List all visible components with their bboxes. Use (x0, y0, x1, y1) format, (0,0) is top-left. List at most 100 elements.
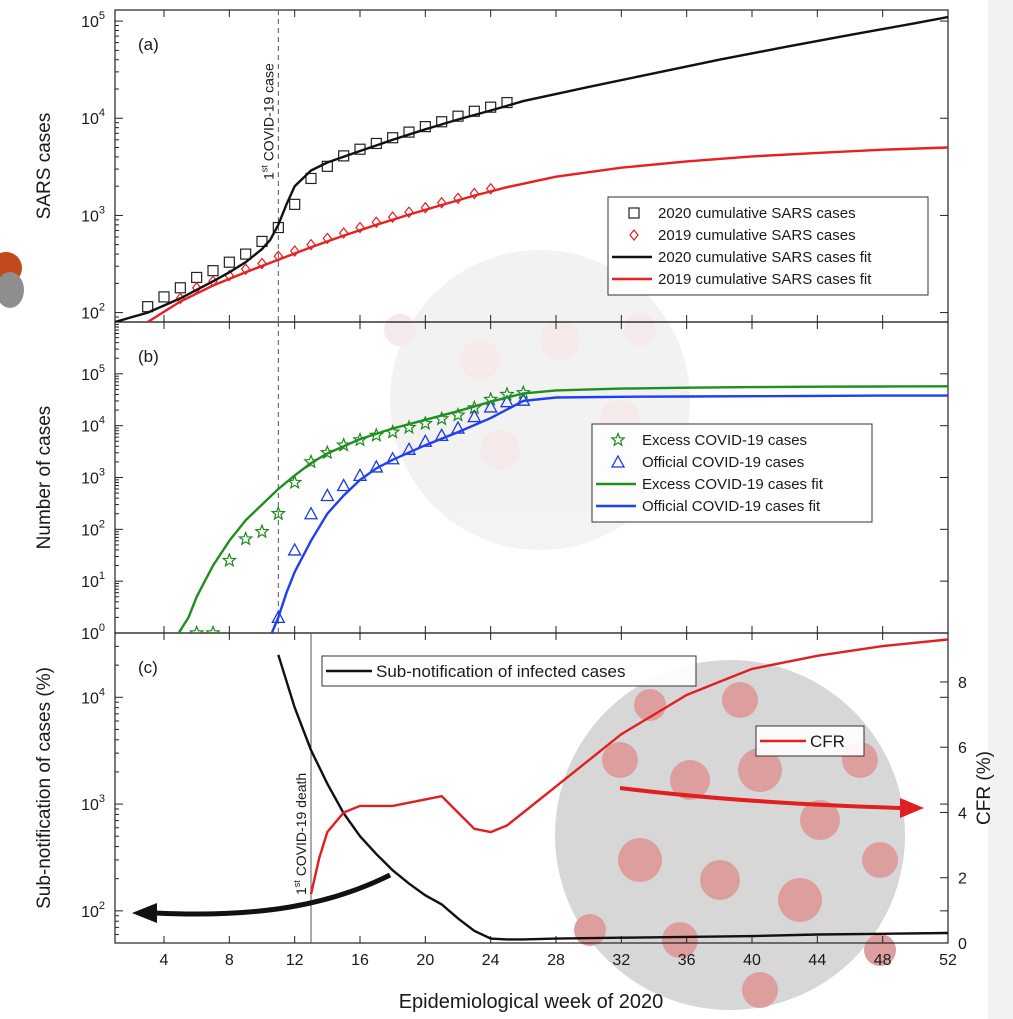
y-axis-label: Sub-notification of cases (%) (34, 667, 55, 909)
event-marker-label: 1st COVID-19 case (259, 63, 276, 180)
y-tick-label: 103 (81, 793, 105, 814)
series-line (270, 394, 948, 633)
legend-entry-label: Official COVID-19 cases fit (642, 498, 821, 515)
data-point (205, 624, 221, 633)
panel-letter: (a) (138, 35, 159, 54)
data-point (453, 192, 463, 205)
y-tick-label: 104 (81, 415, 105, 436)
legend-box (591, 423, 873, 523)
x-tick-label: 4 (160, 952, 169, 969)
data-point (404, 206, 414, 219)
legend-entry-label: 2019 cumulative SARS cases fit (658, 271, 872, 288)
y2-tick-label: 0 (958, 936, 967, 953)
y-axis-label: Number of cases (34, 406, 55, 550)
data-point (452, 110, 464, 122)
legend-entry-label: 2020 cumulative SARS cases fit (658, 249, 872, 266)
legend-entry-label: CFR (810, 732, 845, 751)
y-tick-label: 102 (81, 302, 105, 323)
y-tick-label: 101 (81, 570, 105, 591)
data-point (270, 505, 287, 521)
panel-a: 102 103 104 105 SARS cases (a) 1st COVID-19 ca… (34, 10, 948, 323)
data-point (221, 552, 238, 568)
data-point (336, 478, 351, 492)
data-point (257, 257, 267, 270)
data-point (322, 232, 333, 245)
series-line (277, 654, 948, 941)
data-point (483, 399, 498, 413)
data-point (305, 172, 317, 185)
legend-box (607, 196, 929, 296)
data-point (469, 187, 480, 200)
data-point (306, 238, 316, 251)
panel-c-frame (114, 632, 949, 944)
data-point (371, 216, 382, 229)
legend-entry-label: Excess COVID-19 cases fit (642, 476, 824, 493)
series-line (309, 638, 948, 895)
data-point (289, 198, 301, 210)
series-line (115, 15, 948, 322)
data-point (320, 488, 335, 502)
virus-illustration-panel-c (555, 660, 905, 1010)
data-point (485, 182, 496, 195)
legend-entry-label: 2020 cumulative SARS cases (658, 205, 856, 222)
y2-axis-label: CFR (%) (974, 751, 995, 825)
y-tick-label: 105 (81, 10, 105, 31)
panel-b: 100 101 102 103 104 105 Number of cases (b) Exce… (34, 322, 948, 643)
panel-letter: (b) (138, 347, 159, 366)
arrow-right-axis-icon (619, 786, 924, 818)
y-tick-label: 103 (81, 467, 105, 488)
data-point (467, 409, 482, 423)
y2-tick-label: 4 (958, 805, 967, 822)
y2-tick-label: 8 (958, 675, 967, 692)
legend-box (321, 655, 697, 687)
x-tick-label: 24 (482, 952, 500, 969)
data-point (468, 105, 480, 117)
data-point (271, 610, 286, 624)
data-point (499, 394, 515, 408)
x-tick-label: 12 (286, 952, 304, 969)
arrow-left-axis-icon (132, 872, 392, 923)
data-point (501, 96, 513, 109)
legend-marker (628, 207, 640, 219)
data-point (240, 263, 251, 276)
x-tick-label: 36 (678, 952, 696, 969)
y-tick-label: 100 (81, 622, 105, 643)
x-tick-label: 48 (874, 952, 892, 969)
y-tick-label: 104 (81, 107, 105, 128)
data-point (401, 441, 417, 455)
data-point (420, 201, 431, 214)
series-line (147, 146, 948, 322)
data-point (256, 235, 268, 248)
data-point (387, 211, 398, 224)
y-tick-label: 103 (81, 204, 105, 225)
x-tick-label: 8 (225, 952, 234, 969)
legend-entry-label: 2019 cumulative SARS cases (658, 227, 856, 244)
legend-marker (629, 229, 639, 241)
data-point (223, 256, 235, 268)
y-tick-label: 105 (81, 363, 105, 384)
data-point (273, 250, 284, 263)
data-point (240, 248, 252, 260)
x-tick-label: 32 (612, 952, 630, 969)
x-tick-label: 28 (547, 952, 565, 969)
x-tick-label: 40 (743, 952, 761, 969)
x-axis: 4 8 12 16 20 24 28 32 36 40 44 48 52 (160, 10, 957, 969)
legend-entry-label: Official COVID-19 cases (642, 454, 804, 471)
x-tick-label: 52 (939, 952, 957, 969)
panel-letter: (c) (138, 658, 158, 677)
event-marker-label: 1st COVID-19 death (292, 773, 309, 895)
data-point (188, 624, 205, 633)
y-axis-label: SARS cases (34, 113, 55, 220)
x-tick-label: 20 (416, 952, 434, 969)
data-point (287, 542, 302, 556)
data-point (254, 523, 270, 539)
x-axis-label: Epidemiological week of 2020 (399, 991, 664, 1013)
virus-illustration-edge (0, 252, 24, 308)
series-line (177, 385, 948, 633)
x-tick-label: 44 (808, 952, 826, 969)
y-tick-label: 102 (81, 518, 105, 539)
data-point (434, 428, 449, 442)
y2-tick-label: 2 (958, 871, 967, 888)
panel-c: 102 103 104 Sub-notification of cases (%) 0 2… (34, 632, 995, 953)
